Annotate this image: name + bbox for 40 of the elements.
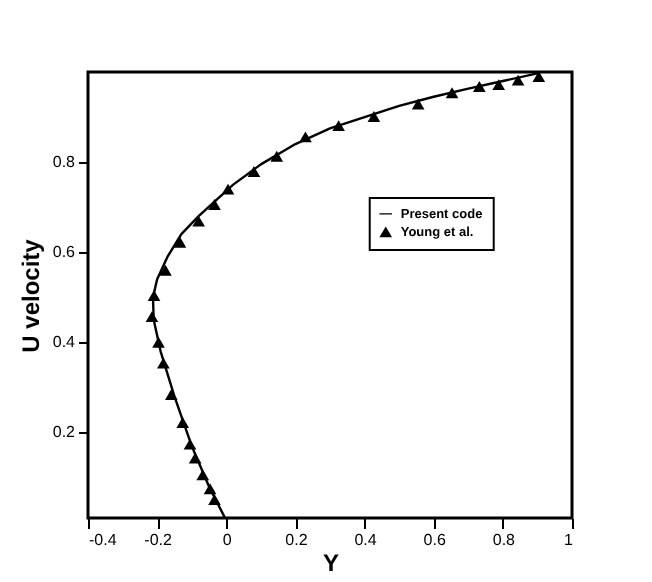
point	[188, 452, 202, 464]
point	[208, 494, 221, 506]
point	[176, 417, 190, 428]
x-tick-label: 0.6	[423, 531, 447, 549]
x-tick-label: 0	[222, 531, 233, 549]
x-tick-label: 0.4	[354, 531, 378, 549]
x-tick-label: 1	[564, 531, 575, 549]
point	[511, 74, 525, 86]
x-axis-title: Y	[322, 549, 340, 577]
y-axis-title: U velocity	[16, 238, 45, 353]
point	[183, 438, 197, 450]
point	[164, 389, 178, 401]
point	[157, 357, 170, 369]
point	[196, 469, 210, 481]
point	[145, 311, 159, 323]
point	[411, 98, 425, 110]
point	[270, 150, 284, 162]
point	[208, 198, 221, 210]
x-tick-label: 0.8	[492, 531, 517, 549]
point	[203, 483, 217, 495]
point	[332, 120, 345, 132]
x-tick-label: -0.4	[89, 531, 118, 549]
y-tick-label: 0.8	[52, 153, 77, 172]
point	[367, 111, 381, 123]
point	[492, 79, 506, 91]
point	[299, 131, 312, 143]
point	[445, 87, 459, 99]
y-tick-label: 0.4	[52, 333, 77, 352]
point	[147, 289, 161, 301]
point	[173, 236, 187, 248]
y-tick-label: 0.2	[52, 423, 77, 442]
x-tick-label: 0.2	[285, 531, 309, 549]
point	[221, 183, 235, 195]
point	[152, 336, 165, 348]
x-tick-label: -0.2	[144, 531, 174, 549]
point	[247, 166, 261, 178]
point	[473, 80, 486, 92]
point	[532, 71, 546, 82]
y-tick-label: 0.6	[52, 243, 77, 262]
point	[159, 264, 172, 276]
